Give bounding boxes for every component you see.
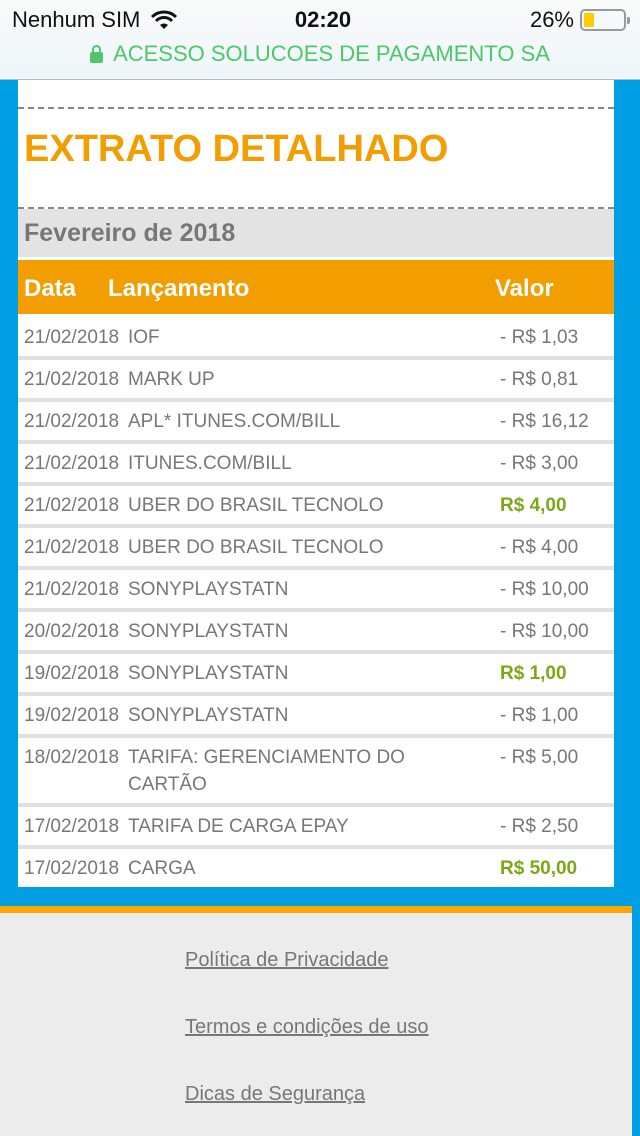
page-title: EXTRATO DETALHADO [24,128,449,170]
battery-icon [580,9,630,31]
row-description: SONYPLAYSTATN [128,705,289,726]
footer: Política de Privacidade Termos e condiçõ… [0,906,632,1136]
row-date: 21/02/2018 [24,579,120,600]
divider [18,207,614,209]
row-value: R$ 1,00 [500,663,567,684]
row-value: - R$ 1,03 [500,327,579,348]
row-date: 19/02/2018 [24,705,120,726]
row-date: 20/02/2018 [24,621,120,642]
table-row: 21/02/2018 UBER DO BRASIL TECNOLO R$ 4,00 [18,482,614,524]
row-date: 17/02/2018 [24,858,120,879]
battery-status: 26% [529,7,630,33]
row-value: - R$ 4,00 [500,537,579,558]
transaction-list: 21/02/2018 IOF - R$ 1,03 21/02/2018 MARK UP -… [18,314,614,887]
table-row: 21/02/2018 SONYPLAYSTATN - R$ 10,00 [18,566,614,608]
row-description: UBER DO BRASIL TECNOLO [128,537,384,558]
row-date: 21/02/2018 [24,495,120,516]
terms-link[interactable]: Termos e condições de uso [185,1016,429,1038]
row-value: - R$ 0,81 [500,369,579,390]
header-description: Lançamento [108,275,250,302]
table-header: Data Lançamento Valor [18,260,614,314]
row-description: TARIFA: GERENCIAMENTO DO CARTÃO [128,747,405,795]
row-description: IOF [128,327,160,348]
row-value: - R$ 10,00 [500,621,589,642]
row-value: - R$ 2,50 [500,816,579,837]
row-description: APL* ITUNES.COM/BILL [128,411,341,432]
table-row: 17/02/2018 CARGA R$ 50,00 [18,845,614,887]
status-bar: Nenhum SIM 02:20 26% ACESSO SOLUCOES DE … [0,0,640,80]
row-date: 21/02/2018 [24,453,120,474]
battery-percent: 26% [529,7,574,32]
month-header: Fevereiro de 2018 [18,209,614,257]
table-row: 21/02/2018 ITUNES.COM/BILL - R$ 3,00 [18,440,614,482]
header-value: Valor [495,275,554,302]
row-value: - R$ 1,00 [500,705,579,726]
row-value: - R$ 16,12 [500,411,589,432]
wifi-icon [151,10,178,29]
row-value: R$ 50,00 [500,858,578,879]
row-date: 19/02/2018 [24,663,120,684]
table-row: 21/02/2018 IOF - R$ 1,03 [18,314,614,356]
row-description: CARGA [128,858,196,879]
table-row: 19/02/2018 SONYPLAYSTATN - R$ 1,00 [18,692,614,734]
table-row: 17/02/2018 TARIFA DE CARGA EPAY - R$ 2,50 [18,803,614,845]
table-row: 19/02/2018 SONYPLAYSTATN R$ 1,00 [18,650,614,692]
row-date: 17/02/2018 [24,816,120,837]
row-description: TARIFA DE CARGA EPAY [128,816,349,837]
row-description: MARK UP [128,369,215,390]
carrier: Nenhum SIM [12,7,178,33]
row-value: - R$ 5,00 [500,747,579,768]
header-date: Data [24,275,77,302]
row-date: 21/02/2018 [24,327,120,348]
row-description: SONYPLAYSTATN [128,579,289,600]
clock: 02:20 [294,7,352,32]
table-row: 21/02/2018 UBER DO BRASIL TECNOLO - R$ 4,0… [18,524,614,566]
row-value: R$ 4,00 [500,495,567,516]
row-value: - R$ 3,00 [500,453,579,474]
row-date: 18/02/2018 [24,747,120,768]
table-row: 21/02/2018 MARK UP - R$ 0,81 [18,356,614,398]
row-date: 21/02/2018 [24,411,120,432]
statement-card: EXTRATO DETALHADO Fevereiro de 2018 Data… [18,80,614,887]
row-date: 21/02/2018 [24,369,120,390]
site-name: ACESSO SOLUCOES DE PAGAMENTO SA [113,41,550,66]
table-row: 21/02/2018 APL* ITUNES.COM/BILL - R$ 16,12 [18,398,614,440]
security-tips-link[interactable]: Dicas de Segurança [185,1083,366,1105]
row-description: SONYPLAYSTATN [128,663,289,684]
row-value: - R$ 10,00 [500,579,589,600]
carrier-label: Nenhum SIM [12,7,141,32]
row-description: SONYPLAYSTATN [128,621,289,642]
table-row: 20/02/2018 SONYPLAYSTATN - R$ 10,00 [18,608,614,650]
url-bar[interactable]: ACESSO SOLUCOES DE PAGAMENTO SA [0,41,640,67]
privacy-policy-link[interactable]: Política de Privacidade [185,949,389,971]
lock-icon [90,44,104,63]
row-description: UBER DO BRASIL TECNOLO [128,495,384,516]
table-row: 18/02/2018 TARIFA: GERENCIAMENTO DO CARTÃ… [18,734,614,803]
row-description: ITUNES.COM/BILL [128,453,292,474]
divider [18,107,614,109]
row-date: 21/02/2018 [24,537,120,558]
